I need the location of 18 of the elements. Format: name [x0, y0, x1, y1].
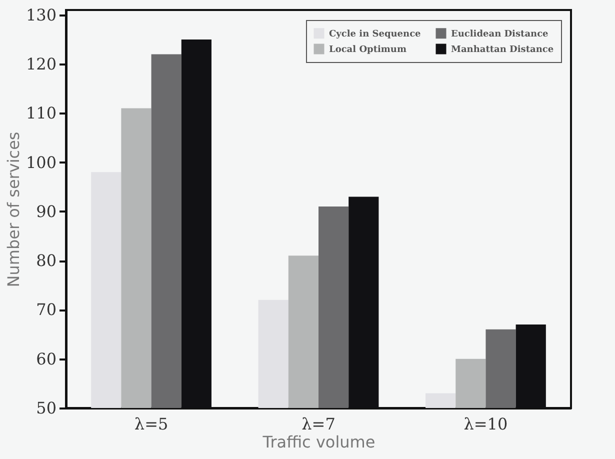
legend-label: Cycle in Sequence	[329, 29, 422, 40]
y-tick-label: 90	[36, 202, 56, 221]
legend-label: Local Optimum	[329, 45, 407, 55]
y-tick-label: 80	[36, 251, 56, 270]
y-tick-label: 70	[36, 300, 56, 320]
y-tick-label: 130	[26, 5, 56, 24]
x-tick-label: λ=5	[134, 414, 168, 434]
legend-label: Euclidean Distance	[451, 29, 549, 40]
y-tick-label: 110	[26, 104, 56, 123]
y-tick-label: 50	[36, 398, 56, 418]
y-tick-label: 60	[36, 349, 56, 368]
y-tick-label: 120	[26, 54, 56, 74]
y-tick-label: 100	[26, 152, 56, 172]
legend-label: Manhattan Distance	[451, 45, 554, 55]
x-tick-label: λ=10	[464, 414, 508, 434]
x-axis-title: Traffic volume	[262, 432, 376, 452]
y-axis-title: Number of services	[4, 132, 23, 288]
x-tick-label: λ=7	[302, 414, 336, 434]
